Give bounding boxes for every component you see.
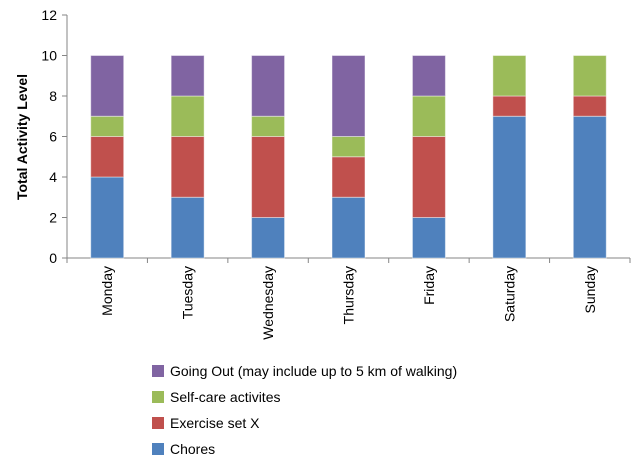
legend-label: Going Out (may include up to 5 km of wal… (170, 363, 458, 379)
legend-label: Self-care activites (170, 389, 281, 405)
bar-chores-monday (90, 176, 125, 259)
y-tick-label: 12 (41, 7, 57, 23)
legend-item: Chores (152, 436, 457, 462)
bar-going-thursday (331, 55, 366, 137)
legend-swatch (152, 443, 164, 455)
bar-exercise-wednesday (251, 136, 286, 218)
legend-swatch (152, 365, 164, 377)
legend-swatch (152, 391, 164, 403)
legend-item: Self-care activites (152, 384, 457, 410)
bar-self-care-saturday (492, 55, 527, 97)
bar-chores-tuesday (170, 196, 205, 259)
x-tick-label: Monday (99, 266, 115, 316)
plot-area: 0 2 4 6 8 10 12 Monday Tuesday Wednesday Thursday F… (41, 7, 631, 340)
y-tick-label: 8 (49, 88, 57, 104)
legend-label: Exercise set X (170, 415, 260, 431)
bar-exercise-thursday (331, 156, 366, 198)
legend-label: Chores (170, 441, 216, 457)
bar-going-monday (90, 55, 125, 117)
bar-self-care-thursday (331, 136, 366, 158)
x-tick-label: Friday (421, 266, 437, 305)
bar-chores-sunday (572, 115, 607, 259)
bar-going-friday (411, 55, 446, 97)
bar-exercise-monday (90, 136, 125, 178)
bar-self-care-friday (411, 95, 446, 137)
bar-self-care-sunday (572, 55, 607, 97)
bar-exercise-saturday (492, 95, 527, 117)
y-tick-label: 10 (41, 48, 57, 64)
bar-self-care-tuesday (170, 95, 205, 137)
bar-going-tuesday (170, 55, 205, 97)
legend-item: Exercise set X (152, 410, 457, 436)
bar-chores-saturday (492, 115, 527, 259)
y-tick-label: 2 (49, 210, 57, 226)
legend-item: Going Out (may include up to 5 km of wal… (152, 358, 457, 384)
x-tick-label: Wednesday (260, 266, 276, 340)
bar-exercise-sunday (572, 95, 607, 117)
y-tick-label: 4 (49, 169, 57, 185)
y-tick-label: 0 (49, 250, 57, 266)
bar-exercise-tuesday (170, 136, 205, 198)
y-axis-label: Total Activity Level (14, 74, 30, 200)
x-tick-label: Thursday (341, 266, 357, 324)
bar-chores-friday (411, 217, 446, 259)
legend: Going Out (may include up to 5 km of wal… (152, 358, 457, 462)
x-tick-label: Saturday (501, 266, 517, 322)
bar-going-wednesday (251, 55, 286, 117)
bar-exercise-friday (411, 136, 446, 218)
x-tick-label: Sunday (582, 266, 598, 313)
legend-swatch (152, 417, 164, 429)
y-tick-label: 6 (49, 129, 57, 145)
bar-chores-thursday (331, 196, 366, 259)
bar-chores-wednesday (251, 217, 286, 259)
bar-self-care-monday (90, 115, 125, 137)
x-tick-label: Tuesday (180, 266, 196, 319)
bar-self-care-wednesday (251, 115, 286, 137)
